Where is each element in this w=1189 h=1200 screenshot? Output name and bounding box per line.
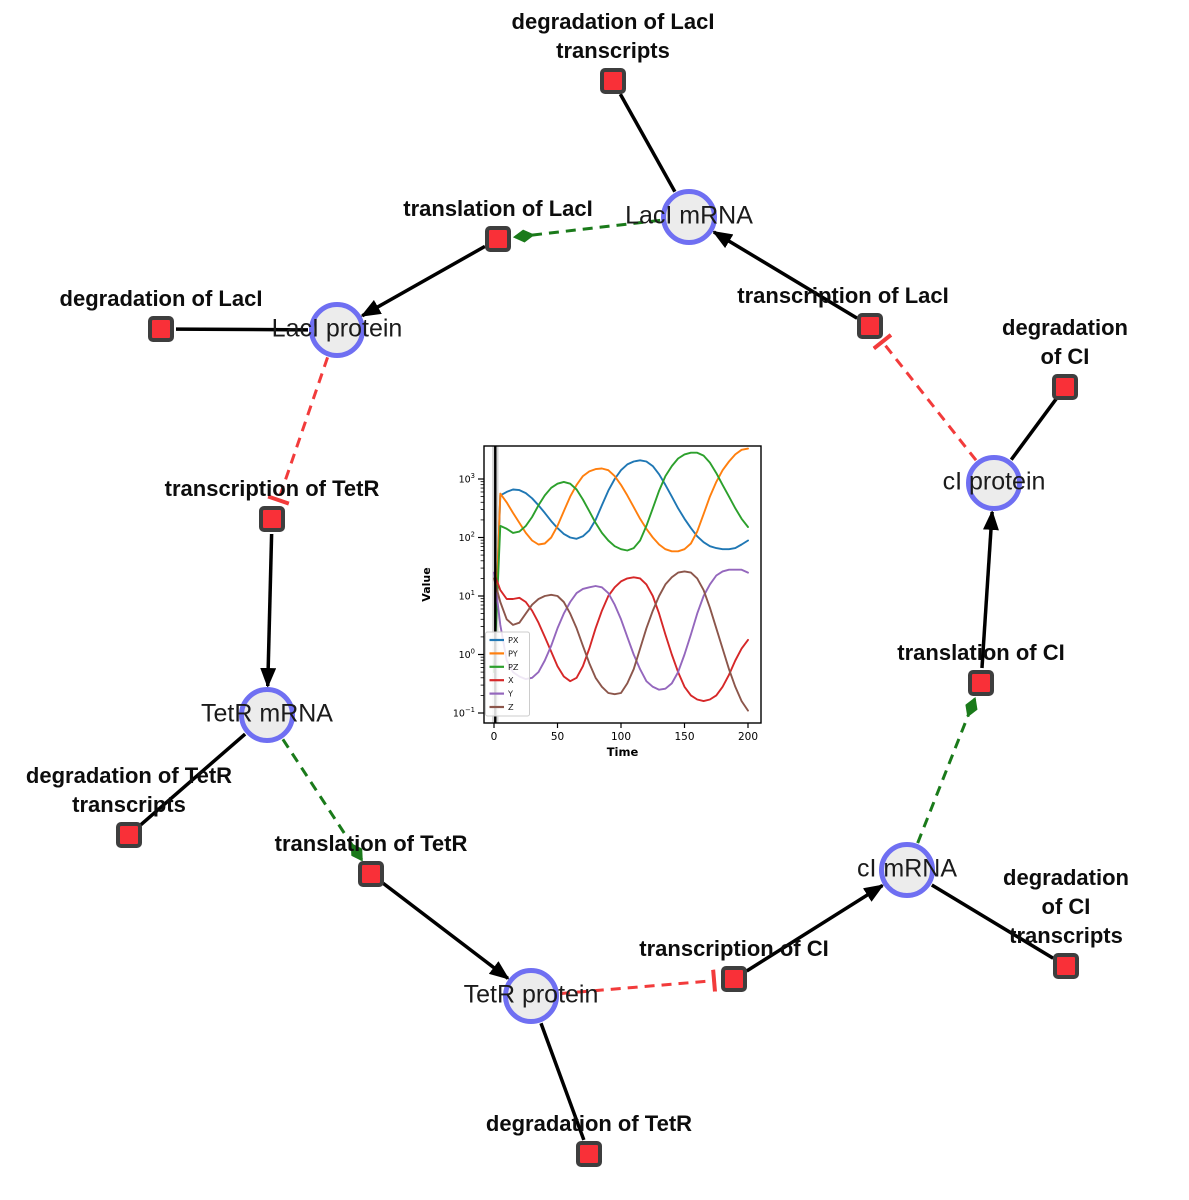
edge-product-tl-ci-ci-protein <box>980 509 999 669</box>
reaction-label-deg-laci: degradation of LacI <box>59 285 263 311</box>
legend-entry-pz: PZ <box>508 662 519 672</box>
edge-reactant-tetr-protein-deg-tetr <box>539 1022 586 1141</box>
reaction-node-deg-laci-tx[interactable] <box>600 68 626 94</box>
reaction-label-tc-ci: transcription of CI <box>639 935 829 961</box>
species-node-tetr-protein[interactable] <box>503 968 559 1024</box>
edge-reactant-tetr-mrna-deg-tetr-tx <box>139 732 247 827</box>
series-line-py <box>493 447 749 674</box>
time-series-plot: 0 50 100 150 20010310210110010−1TimeValuePXP… <box>415 430 775 765</box>
series-line-x <box>493 571 749 703</box>
legend-entry-x: X <box>508 675 514 685</box>
reaction-node-tc-laci[interactable] <box>857 313 883 339</box>
reaction-node-deg-ci[interactable] <box>1052 374 1078 400</box>
y-tick-label: 100 <box>459 648 475 662</box>
legend-entry-py: PY <box>508 648 519 658</box>
edge-inhibitor-tetr-protein-tc-ci <box>559 969 717 996</box>
edge-modifier-ci-mrna-tl-ci <box>916 696 978 844</box>
reaction-label-deg-ci: degradation of CI <box>1002 314 1128 369</box>
reaction-node-deg-laci[interactable] <box>148 316 174 342</box>
edge-inhibitor-laci-protein-tc-tetr <box>267 356 329 506</box>
y-axis-label: Value <box>420 567 433 601</box>
y-tick-label: 102 <box>459 531 475 545</box>
species-node-tetr-mrna[interactable] <box>239 687 295 743</box>
edge-product-tc-tetr-tetr-mrna <box>260 533 277 689</box>
reaction-label-tl-ci: translation of CI <box>897 639 1065 665</box>
edge-reactant-ci-protein-deg-ci <box>1009 398 1058 461</box>
series-line-y <box>493 568 749 691</box>
x-axis-label: Time <box>607 745 639 759</box>
y-tick-label: 101 <box>459 589 475 603</box>
axes-frame <box>483 445 762 724</box>
series-line-z <box>493 570 749 712</box>
species-node-ci-mrna[interactable] <box>879 842 935 898</box>
reaction-node-tl-ci[interactable] <box>968 670 994 696</box>
x-tick-label: 50 <box>551 731 564 743</box>
species-label-ci-protein: cI protein <box>942 467 1046 496</box>
species-label-laci-mrna: LacI mRNA <box>625 201 753 230</box>
y-tick-label: 10−1 <box>453 706 475 720</box>
reaction-label-tc-tetr: transcription of TetR <box>164 475 380 501</box>
reaction-node-tc-ci[interactable] <box>721 966 747 992</box>
x-tick-label: 150 <box>674 731 694 743</box>
inset-chart: 0 50 100 150 200 103 102 101 100 10−1 Time Value PX P… <box>415 430 775 765</box>
series-line-px <box>493 459 749 674</box>
species-node-laci-protein[interactable] <box>309 302 365 358</box>
reaction-label-deg-laci-tx: degradation of LacI transcripts <box>511 8 715 63</box>
y-tick-label: 103 <box>459 472 475 486</box>
reaction-label-deg-tetr-tx: degradation of TetR transcripts <box>25 762 233 817</box>
reaction-label-tc-laci: transcription of LacI <box>737 282 949 308</box>
legend-entry-y: Y <box>507 689 514 699</box>
edge-product-tl-laci-laci-protein <box>360 244 486 318</box>
reaction-node-deg-ci-tx[interactable] <box>1053 953 1079 979</box>
species-label-ci-mrna: cI mRNA <box>857 854 957 883</box>
reaction-node-tc-tetr[interactable] <box>259 506 285 532</box>
species-node-laci-mrna[interactable] <box>661 189 717 245</box>
species-label-tetr-mrna: TetR mRNA <box>201 699 333 728</box>
reaction-node-deg-tetr-tx[interactable] <box>116 822 142 848</box>
reaction-node-tl-tetr[interactable] <box>358 861 384 887</box>
edge-inhibitor-ci-protein-tc-laci <box>872 333 978 462</box>
edge-product-tl-tetr-tetr-protein <box>381 881 510 980</box>
legend-entry-px: PX <box>508 635 519 645</box>
x-tick-label: 100 <box>611 731 631 743</box>
edge-product-tc-laci-laci-mrna <box>712 230 859 320</box>
species-label-laci-protein: LacI protein <box>271 314 403 343</box>
reaction-node-tl-laci[interactable] <box>485 226 511 252</box>
reaction-label-deg-ci-tx: degradation of CI transcripts <box>1003 864 1129 948</box>
legend-entry-z: Z <box>508 702 514 712</box>
chart-legend: PX PY PZ XYZ <box>485 631 530 717</box>
edge-modifier-laci-mrna-tl-laci <box>512 218 661 243</box>
species-label-tetr-protein: TetR protein <box>463 980 599 1009</box>
reaction-label-deg-tetr: degradation of TetR <box>485 1110 693 1136</box>
x-tick-label: 0 <box>491 731 498 743</box>
reaction-label-tl-laci: translation of LacI <box>403 195 593 221</box>
reaction-node-deg-tetr[interactable] <box>576 1141 602 1167</box>
reaction-label-tl-tetr: translation of TetR <box>274 830 468 856</box>
edge-product-tc-ci-ci-mrna <box>745 883 885 973</box>
edge-reactant-laci-protein-deg-laci <box>175 327 309 332</box>
x-tick-label: 200 <box>738 731 758 743</box>
edge-reactant-ci-mrna-deg-ci-tx <box>930 883 1055 960</box>
edge-modifier-tetr-mrna-tl-tetr <box>281 738 363 862</box>
edge-reactant-laci-mrna-deg-laci-tx <box>618 93 677 193</box>
species-node-ci-protein[interactable] <box>966 455 1022 511</box>
series-line-pz <box>493 451 749 674</box>
